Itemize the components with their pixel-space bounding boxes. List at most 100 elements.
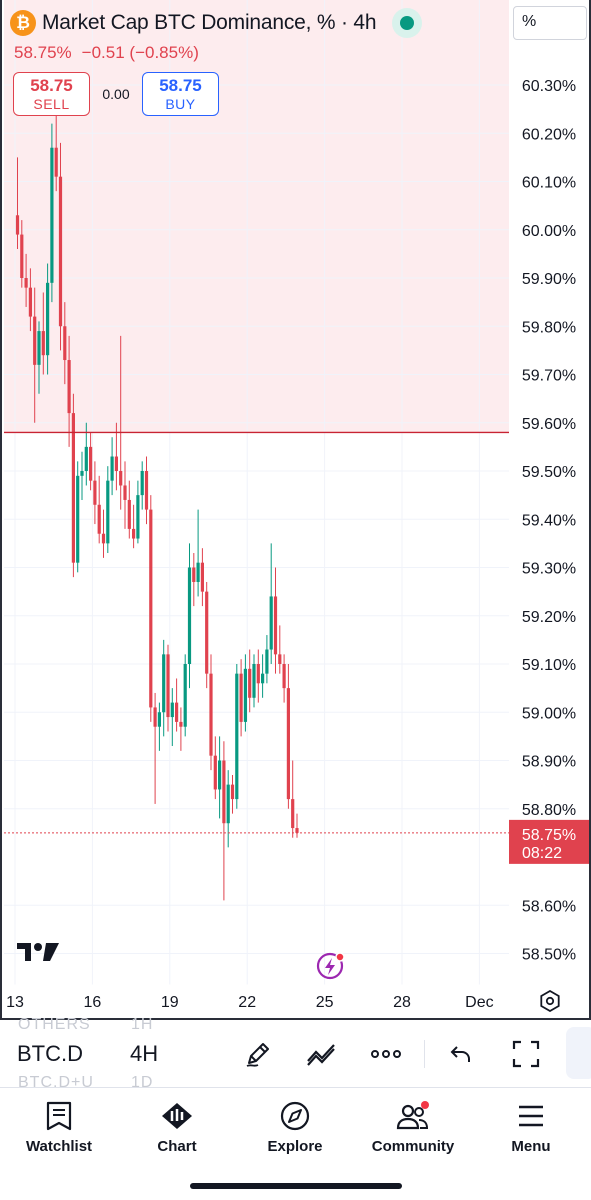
candle-body [248,668,252,698]
buy-button[interactable]: 58.75 BUY [142,72,219,116]
interval-picker[interactable]: 4H [130,1041,159,1066]
candle-body [192,567,196,582]
expand-panel-button[interactable] [566,1027,591,1079]
candle-body [256,664,260,684]
candle-body [50,147,54,283]
candle-body [295,828,299,833]
y-tick-label: 58.50% [522,947,576,964]
chart-frame[interactable]: 60.30% 60.20% 60.10% 60.00% 59.90% 59.80% 59.7… [0,0,591,1020]
y-tick-label: 59.10% [522,657,576,674]
symbol-picker[interactable]: BTC.D [17,1041,83,1066]
sell-label: SELL [33,95,70,112]
candle-body [46,282,50,356]
y-tick-label: 58.90% [522,754,576,771]
candle-body [97,504,101,534]
sell-button[interactable]: 58.75 SELL [13,72,90,116]
price-change: 58.75% −0.51 (−0.85%) [14,43,199,63]
candle-body [162,654,166,713]
candle-body [252,664,256,698]
trade-panel: 58.75 SELL 0.00 58.75 BUY [13,72,219,116]
y-tick-label: 59.90% [522,271,576,288]
candle-body [63,326,67,361]
nav-label-community: Community [371,1138,455,1155]
flash-ideas-icon[interactable] [315,950,347,982]
candle-body [140,471,144,496]
price-chart[interactable]: 60.30% 60.20% 60.10% 60.00% 59.90% 59.80% 59.7… [2,0,591,1020]
candle-body [106,480,110,544]
y-tick-label: 59.50% [522,464,576,481]
candle-body [41,331,45,356]
candle-body [282,664,286,689]
nav-community[interactable]: Community [358,1098,468,1155]
candle-body [149,509,153,708]
y-tick-label: 59.20% [522,609,576,626]
candle-body [67,360,71,414]
unit-selector[interactable]: % [513,6,587,40]
buy-label: BUY [165,95,196,112]
home-indicator [190,1183,402,1189]
x-tick-label: 22 [238,994,256,1011]
candle-body [226,784,230,824]
symbol-title[interactable]: Market Cap BTC Dominance, % · 4h [42,11,377,34]
buy-price: 58.75 [159,76,202,96]
candle-body [265,649,269,674]
candle-body [119,471,123,486]
menu-icon [517,1098,545,1134]
candle-body [200,562,204,592]
nav-watchlist[interactable]: Watchlist [4,1098,114,1155]
fullscreen-icon[interactable] [506,1036,546,1072]
candle-body [222,760,226,824]
candle-body [209,673,213,756]
undo-icon[interactable] [441,1036,481,1072]
x-tick-label: 25 [316,994,334,1011]
more-icon[interactable] [366,1036,406,1072]
nav-chart[interactable]: Chart [122,1098,232,1155]
nav-explore[interactable]: Explore [240,1098,350,1155]
y-tick-label: 59.60% [522,416,576,433]
change-absolute: −0.51 (−0.85%) [81,43,199,62]
x-tick-label: 19 [161,994,179,1011]
candle-body [153,707,157,727]
candle-body [157,712,161,727]
ghost-interval-top: 1H [131,1016,154,1033]
x-tick-label: 28 [393,994,411,1011]
x-tick-label: 13 [6,994,24,1011]
explore-icon [279,1098,311,1134]
candle-body [170,702,174,718]
chart-header: ₿ Market Cap BTC Dominance, % · 4h [10,8,423,38]
watchlist-icon [46,1098,72,1134]
nav-menu[interactable]: Menu [476,1098,586,1155]
candle-body [58,176,63,327]
bottom-nav: Watchlist Chart Explore Community Menu [0,1090,591,1200]
ghost-symbol-bottom: BTC.D+U [18,1074,94,1091]
candle-body [213,755,217,790]
pencil-icon[interactable] [238,1036,278,1072]
x-tick-label: Dec [465,994,493,1011]
candle-body [71,413,75,563]
market-status-icon[interactable] [392,8,423,38]
candle-body [243,668,247,722]
y-tick-label: 58.60% [522,898,576,915]
y-tick-label: 59.40% [522,512,576,529]
ghost-interval-bottom: 1D [131,1074,154,1091]
candle-body [24,278,28,288]
settings-icon[interactable] [539,990,561,1012]
trend-line-icon[interactable] [302,1036,342,1072]
candle-body [291,799,295,829]
community-icon [395,1098,431,1134]
y-tick-label: 60.30% [522,78,576,95]
toolbar-divider [424,1040,425,1068]
nav-label-chart: Chart [157,1138,197,1155]
y-tick-label: 59.80% [522,319,576,336]
y-tick-label: 59.30% [522,561,576,578]
candle-body [196,562,200,582]
candle-body [101,533,106,544]
nav-label-explore: Explore [267,1138,323,1155]
candle-body [144,471,149,510]
change-percent: 58.75% [14,43,72,62]
y-tick-label: 60.10% [522,175,576,192]
candle-body [205,591,209,674]
candle-body [218,760,222,790]
candle-body [273,596,278,655]
candle-body [136,495,140,539]
